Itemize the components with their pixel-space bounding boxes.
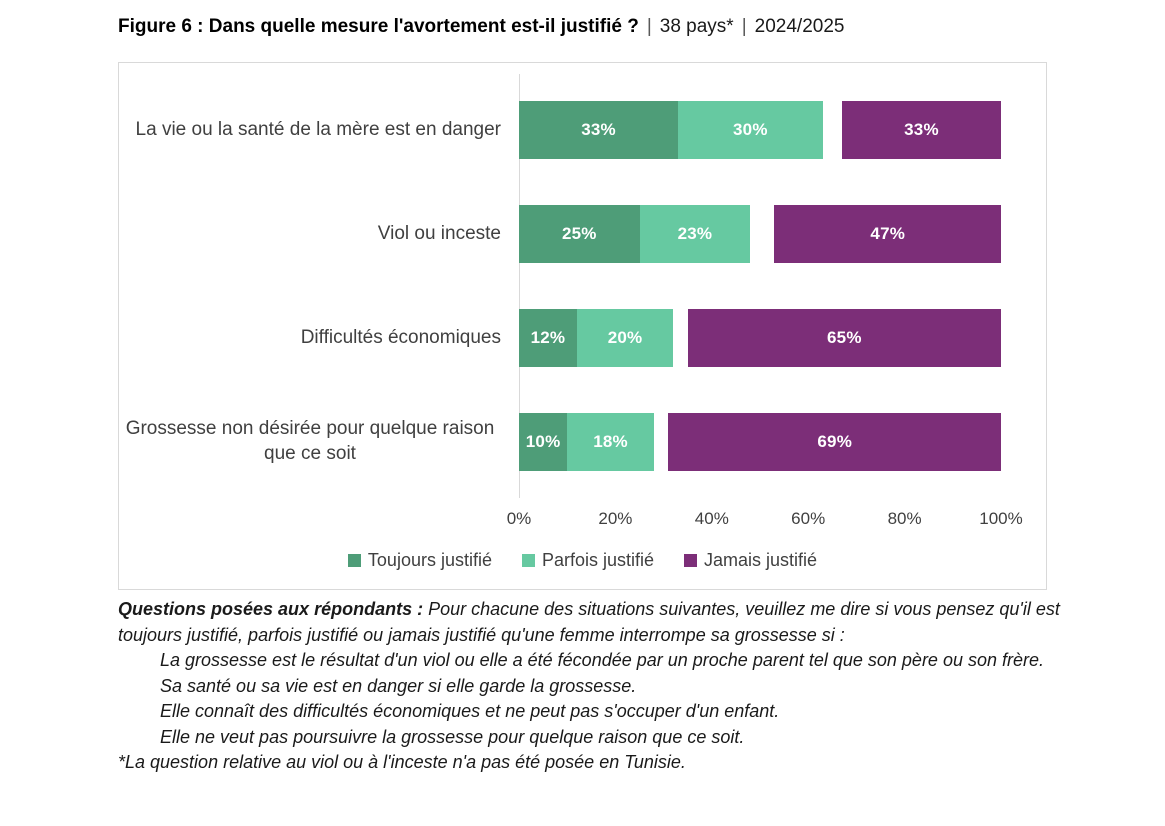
figure-title-year: 2024/2025 xyxy=(754,16,845,37)
bar-segment-parfois: 18% xyxy=(567,413,654,471)
category-label-text: Grossesse non désirée pour quelque raiso… xyxy=(125,418,495,464)
bar-value-label: 20% xyxy=(607,328,643,347)
footnote-intro-text: Pour chacune des situations suivantes, v… xyxy=(118,599,1060,645)
x-axis-tick: 20% xyxy=(598,509,633,528)
x-axis-tick: 40% xyxy=(694,509,729,528)
bar-rows: La vie ou la santé de la mère est en dan… xyxy=(119,74,1046,498)
footnote-item: Elle connaît des difficultés économiques… xyxy=(160,701,780,721)
category-label: Viol ou inceste xyxy=(119,222,519,247)
bar-segment-jamais: 69% xyxy=(668,413,1001,471)
figure-title-main: Figure 6 : Dans quelle mesure l'avorteme… xyxy=(118,16,639,37)
bar-segment-jamais: 33% xyxy=(841,101,1001,159)
bar-value-label: 69% xyxy=(817,432,853,451)
legend-label: Toujours justifié xyxy=(367,550,492,570)
bar-value-label: 18% xyxy=(593,432,628,451)
chart-legend: Toujours justifié Parfois justifié Jamais … xyxy=(119,550,1046,571)
chart-plot-box: La vie ou la santé de la mère est en dan… xyxy=(118,62,1047,590)
legend-label: Parfois justifié xyxy=(541,550,655,570)
bar-row: Viol ou inceste 25% 23% 47% xyxy=(119,182,1046,286)
bar-segment-toujours: 25% xyxy=(519,205,640,263)
legend-item: Parfois justifié xyxy=(521,550,655,571)
legend-swatch-parfois xyxy=(521,554,535,567)
footnote-item: Elle ne veut pas poursuivre la grossesse… xyxy=(160,726,745,747)
bar-track: 12% 20% 65% xyxy=(519,309,1001,367)
x-axis-tick: 100% xyxy=(979,509,1023,528)
bar-value-label: 65% xyxy=(827,328,862,347)
bar-segment-jamais: 47% xyxy=(774,205,1001,263)
bar-track: 33% 30% 33% xyxy=(519,101,1001,159)
category-label: Grossesse non désirée pour quelque raiso… xyxy=(119,417,519,466)
bar-value-label: 33% xyxy=(581,120,616,139)
bar-value-label: 12% xyxy=(530,328,566,347)
bar-value-label: 33% xyxy=(904,120,939,139)
x-axis-tick: 0% xyxy=(506,509,532,528)
legend-item: Toujours justifié xyxy=(347,550,492,571)
bar-value-label: 23% xyxy=(677,224,713,243)
bar-segment-parfois: 20% xyxy=(576,309,674,367)
x-axis-tick: 80% xyxy=(887,509,922,528)
legend-label: Jamais justifié xyxy=(704,550,818,570)
bar-row: Difficultés économiques 12% 20% 65% xyxy=(119,286,1046,390)
footnote-asterisk: *La question relative au viol ou à l'inc… xyxy=(118,752,686,772)
bar-value-label: 30% xyxy=(733,120,768,139)
category-label: La vie ou la santé de la mère est en dan… xyxy=(119,118,519,143)
category-label-text: Difficultés économiques xyxy=(300,326,501,348)
legend-swatch-toujours xyxy=(347,554,361,567)
footnotes: Questions posées aux répondants : Pour c… xyxy=(118,597,1068,776)
footnote-item: Sa santé ou sa vie est en danger si elle… xyxy=(160,675,637,696)
legend-item: Jamais justifié xyxy=(684,550,817,571)
footnote-items: La grossesse est le résultat d'un viol o… xyxy=(118,648,1068,750)
bar-row: Grossesse non désirée pour quelque raiso… xyxy=(119,390,1046,494)
title-separator: | xyxy=(646,16,652,37)
bar-track: 25% 23% 47% xyxy=(519,205,1001,263)
x-axis-tick: 60% xyxy=(791,509,826,528)
category-label: Difficultés économiques xyxy=(119,326,519,351)
bar-value-label: 25% xyxy=(561,224,597,243)
bar-segment-parfois: 30% xyxy=(678,101,823,159)
bar-value-label: 10% xyxy=(525,432,561,451)
category-label-text: La vie ou la santé de la mère est en dan… xyxy=(135,118,501,140)
bar-row: La vie ou la santé de la mère est en dan… xyxy=(119,78,1046,182)
figure-title-countries: 38 pays* xyxy=(659,16,734,37)
bar-segment-jamais: 65% xyxy=(687,309,1001,367)
bar-segment-toujours: 12% xyxy=(519,309,577,367)
footnote-item: La grossesse est le résultat d'un viol o… xyxy=(160,650,1045,670)
bar-segment-toujours: 33% xyxy=(519,101,679,159)
footnote-intro-label: Questions posées aux répondants : xyxy=(118,599,424,619)
figure-title: Figure 6 : Dans quelle mesure l'avorteme… xyxy=(118,16,844,38)
bar-segment-parfois: 23% xyxy=(639,205,751,263)
bar-value-label: 47% xyxy=(870,224,906,243)
bar-track: 10% 18% 69% xyxy=(519,413,1001,471)
category-label-text: Viol ou inceste xyxy=(377,222,501,244)
legend-swatch-jamais xyxy=(684,554,698,567)
footnote-question-intro: Questions posées aux répondants : Pour c… xyxy=(118,597,1068,648)
bar-segment-toujours: 10% xyxy=(519,413,568,471)
x-axis: 0% 20% 40% 60% 80% 100% xyxy=(507,509,1023,531)
title-separator: | xyxy=(741,16,747,37)
